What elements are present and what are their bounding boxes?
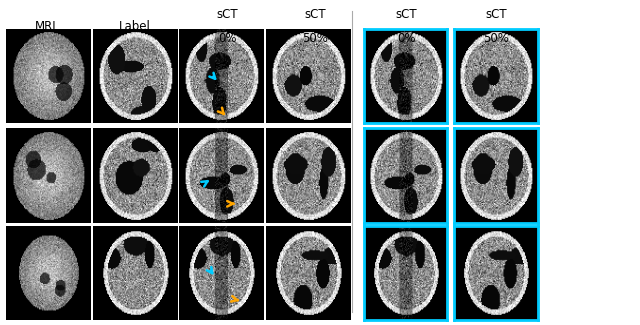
Text: sCT: sCT (304, 8, 326, 21)
Text: Label: Label (118, 20, 150, 32)
Text: 0%: 0% (218, 32, 236, 46)
Text: 50%: 50% (483, 32, 509, 46)
Text: sCT: sCT (216, 8, 238, 21)
Text: sCT: sCT (396, 8, 417, 21)
Text: 0%: 0% (397, 32, 415, 46)
Text: 50%: 50% (302, 32, 328, 46)
Text: MRI: MRI (35, 20, 57, 32)
Text: sCT: sCT (485, 8, 507, 21)
